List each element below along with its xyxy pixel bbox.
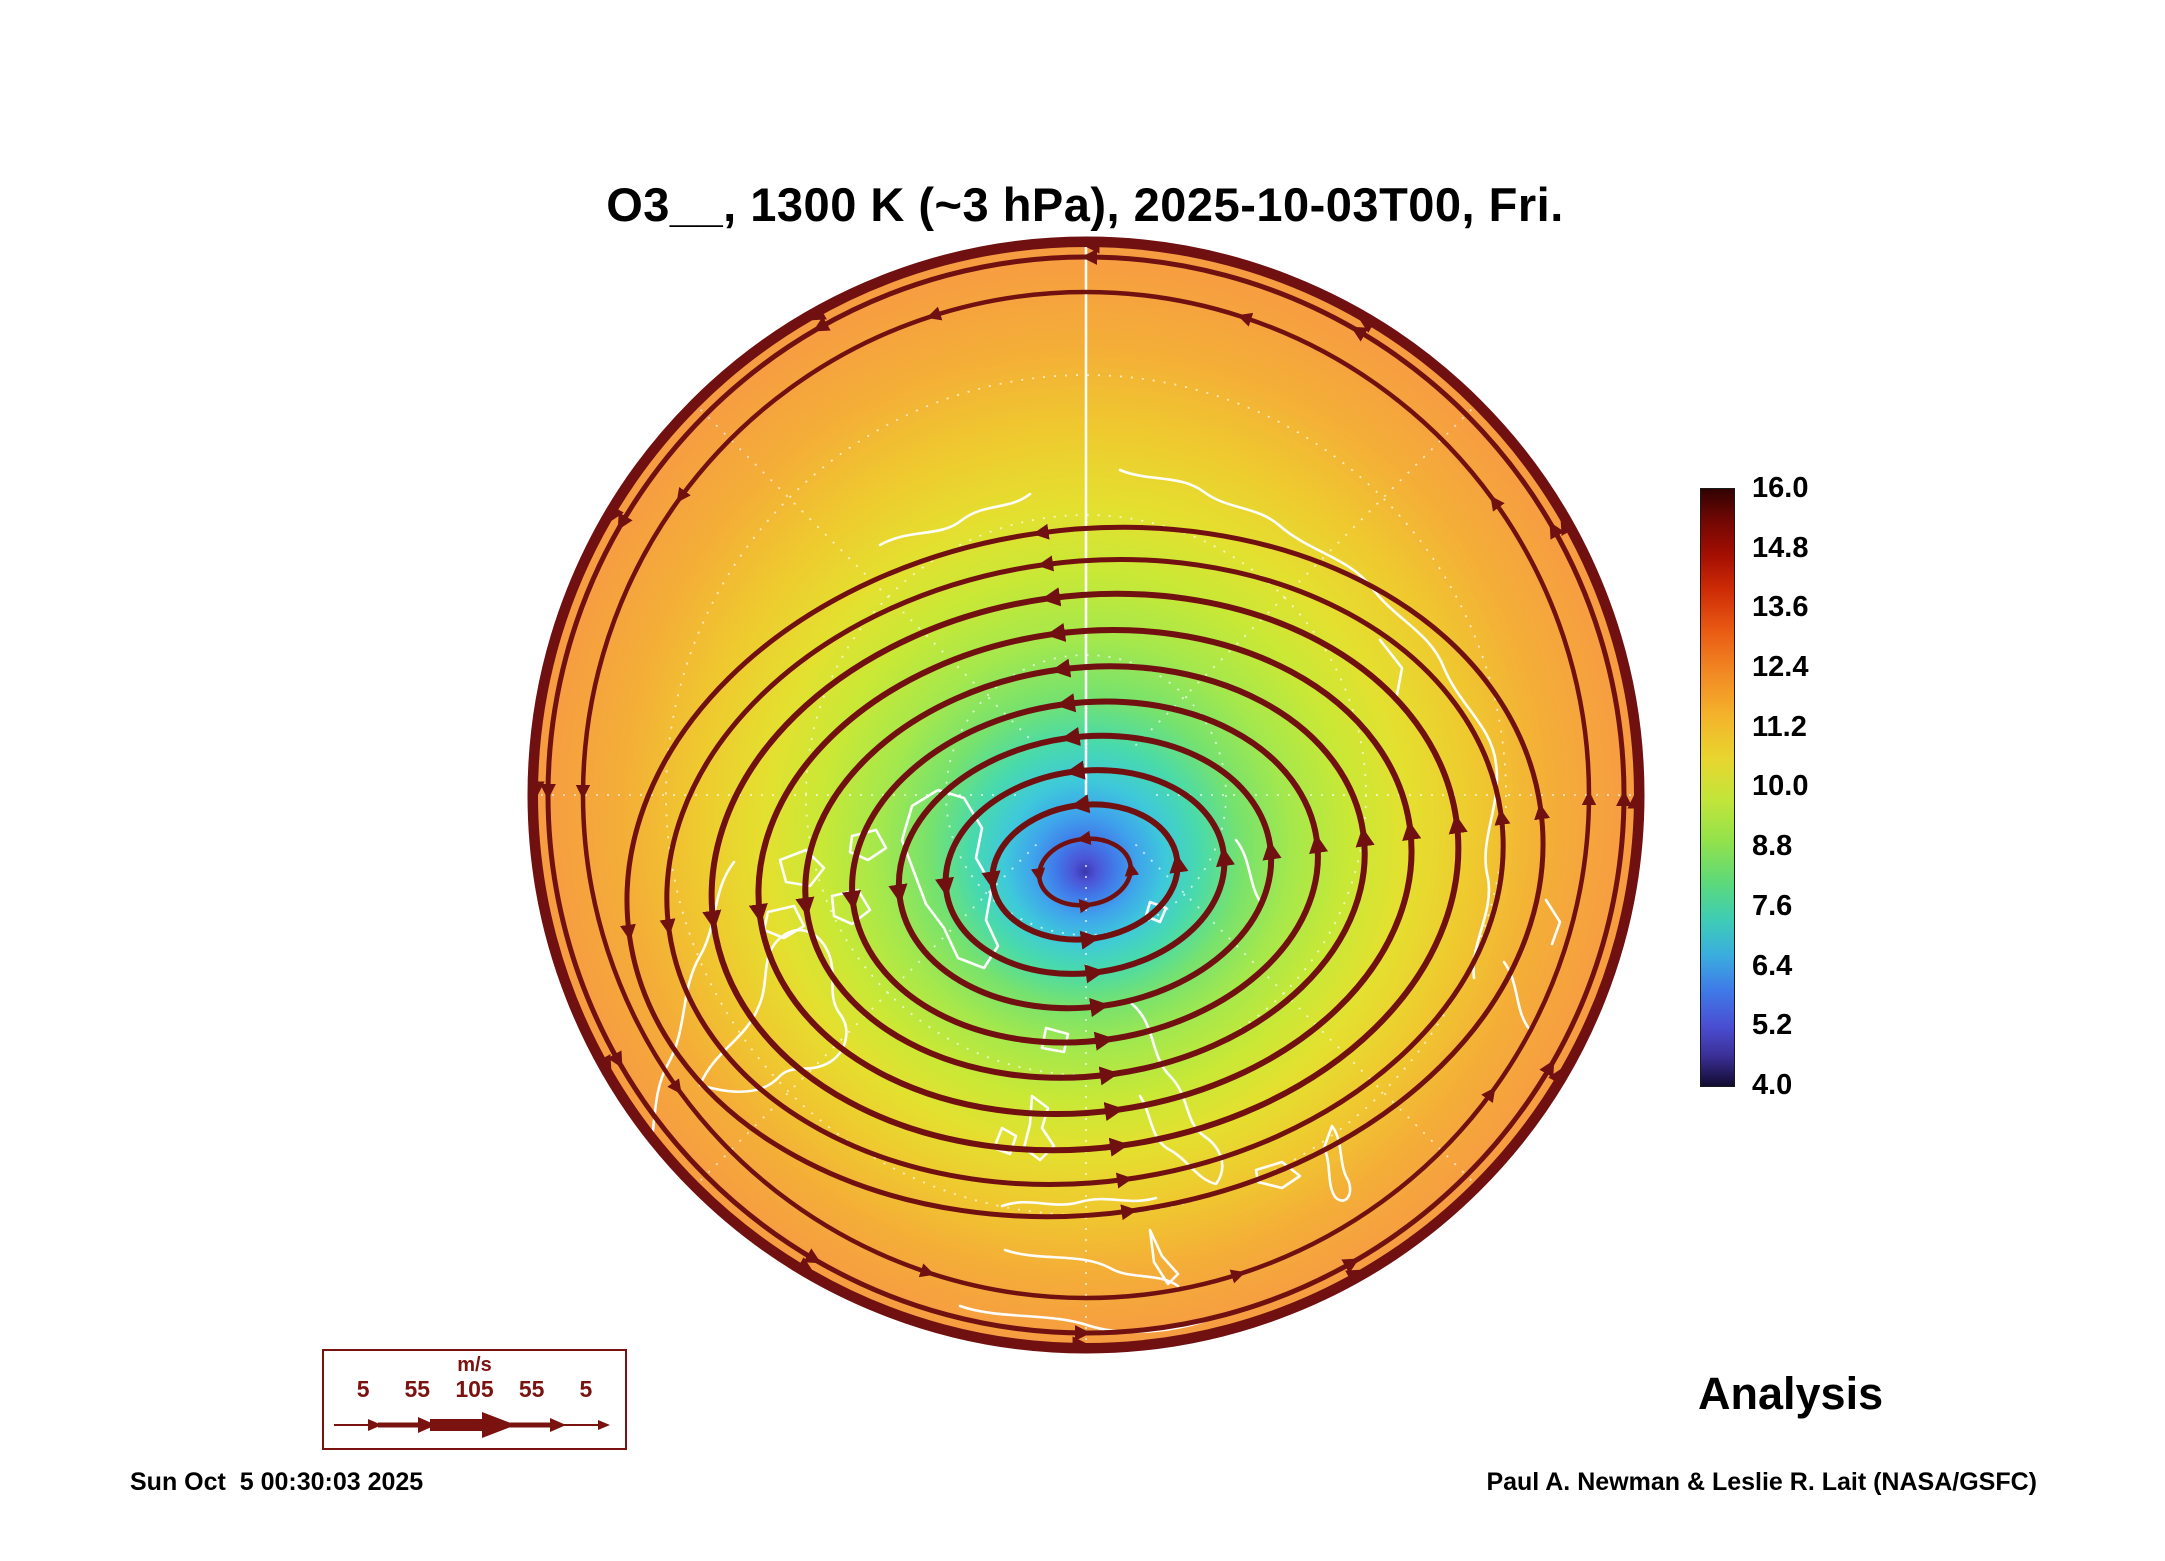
wind-streamlines — [529, 238, 1643, 1352]
wind-speed-value: 5 — [356, 1376, 370, 1402]
colorbar-tick: 10.0 — [1752, 770, 1809, 803]
colorbar-tick: 8.8 — [1752, 830, 1793, 863]
map-rim — [527, 236, 1645, 1354]
colorbar-tick: 13.6 — [1752, 591, 1809, 624]
colorbar-gradient — [1700, 488, 1735, 1087]
wind-speed-value: 105 — [455, 1376, 494, 1402]
credit-line: Paul A. Newman & Leslie R. Lait (NASA/GS… — [1486, 1468, 2037, 1496]
colorbar-tick: 11.2 — [1752, 710, 1807, 743]
wind-units-label: m/s — [457, 1354, 492, 1376]
colorbar-tick-labels: 16.0 14.8 13.6 12.4 11.2 10.0 8.8 7.6 6.… — [1752, 473, 1808, 1100]
figure-title: O3__, 1300 K (~3 hPa), 2025-10-03T00, Fr… — [606, 178, 1564, 232]
analysis-label: Analysis — [1698, 1368, 1884, 1419]
colorbar-tick: 7.6 — [1752, 889, 1793, 922]
creation-timestamp: Sun Oct 5 00:30:03 2025 — [130, 1468, 424, 1496]
colorbar-tick: 5.2 — [1752, 1009, 1793, 1042]
colorbar-tick: 6.4 — [1752, 949, 1793, 982]
wind-speed-legend: m/s 5 55 105 55 5 — [322, 1349, 627, 1450]
colorbar-tick: 4.0 — [1752, 1068, 1793, 1101]
wind-speed-value: 55 — [404, 1376, 431, 1402]
colorbar-tick: 14.8 — [1752, 531, 1809, 564]
wind-arrow-glyph — [334, 1412, 610, 1438]
colorbar-tick: 12.4 — [1752, 651, 1809, 684]
colorbar-tick: 16.0 — [1752, 472, 1809, 504]
wind-speed-values: 5 55 105 55 5 — [324, 1376, 625, 1402]
wind-speed-value: 5 — [579, 1376, 593, 1402]
wind-speed-value: 55 — [518, 1376, 545, 1402]
